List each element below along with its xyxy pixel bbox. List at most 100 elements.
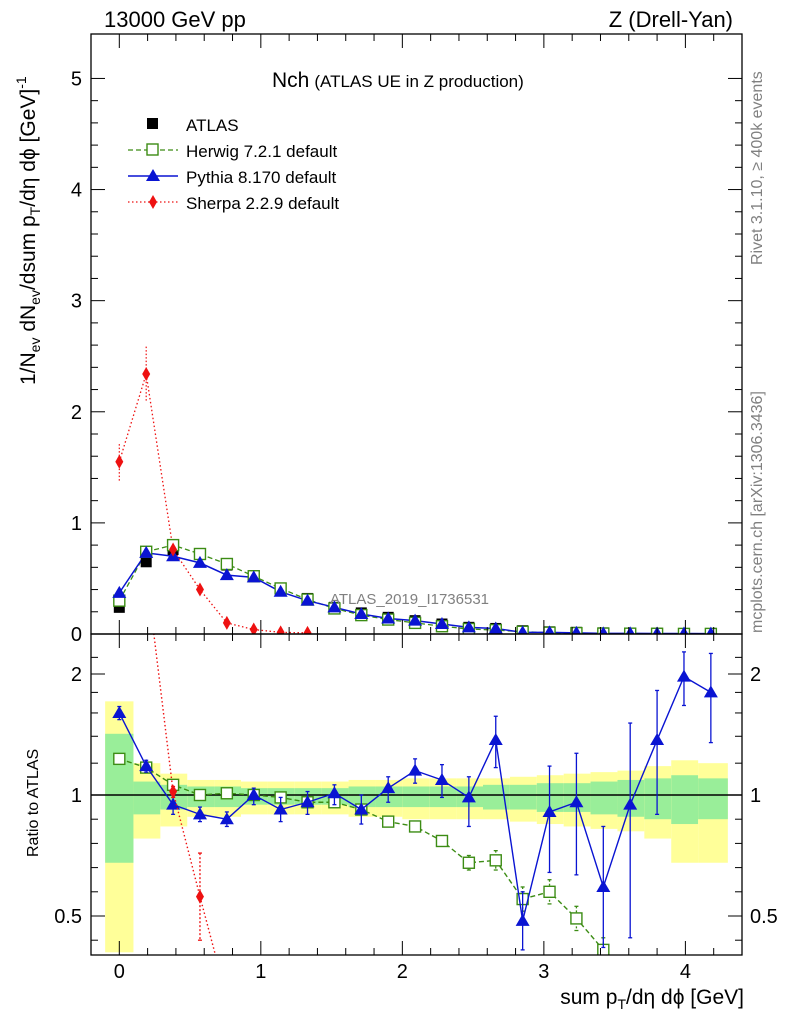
main-point-herwig: [220, 557, 234, 571]
ratio-point: [223, 991, 231, 1005]
ratio-point: [650, 733, 665, 746]
side-mcplots-text: mcplots.cern.ch [arXiv:1306.3436]: [749, 391, 766, 633]
main-point-pythia: [679, 626, 689, 634]
ratio-band-green: [698, 778, 728, 820]
ratio-point: [354, 802, 369, 815]
ratio-point: [542, 804, 557, 817]
ratio-point: [461, 790, 476, 803]
ratio-y-tick-label: 1: [71, 785, 82, 807]
ratio-band-green: [617, 779, 645, 817]
header-left: 13000 GeV pp: [104, 7, 246, 32]
ratio-point: [676, 669, 691, 682]
main-point-pythia: [219, 568, 234, 581]
plot-title: Nch (ATLAS UE in Z production): [272, 69, 524, 92]
ratio-point: [139, 759, 154, 772]
main-y-tick-label: 0: [71, 624, 82, 646]
main-point-pythia: [571, 625, 582, 634]
legend-marker-atlas: [147, 118, 158, 129]
ratio-point: [219, 812, 234, 825]
ratio-band-green: [348, 786, 376, 808]
x-tick-label: 2: [397, 961, 408, 983]
ratio-point: [220, 787, 234, 800]
main-point-pythia: [112, 585, 127, 598]
main-point-pythia: [488, 621, 503, 634]
ratio-y-tick-label: 0.5: [54, 906, 82, 928]
main-point-pythia: [192, 555, 207, 568]
ratio-y-tick-label-right: 1: [750, 785, 761, 807]
ratio-y-axis-label: Ratio to ATLAS: [25, 749, 42, 857]
ratio-point: [169, 784, 178, 799]
legend-marker-pythia: [146, 169, 160, 181]
legend-marker-sherpa: [149, 195, 157, 209]
ratio-point: [246, 788, 261, 800]
ratio-point: [112, 705, 127, 718]
main-point-pythia: [381, 611, 396, 624]
ratio-point: [273, 802, 288, 815]
main-point-sherpa: [169, 542, 178, 557]
ratio-band-green: [133, 781, 161, 815]
x-tick-label: 3: [538, 961, 549, 983]
header-right: Z (Drell-Yan): [609, 7, 733, 32]
main-y-tick-label: 1: [71, 513, 82, 535]
ratio-point: [193, 788, 207, 802]
legend-label-herwig: Herwig 7.2.1 default: [186, 142, 337, 161]
legend-label-sherpa: Sherpa 2.2.9 default: [186, 194, 339, 213]
ratio-uncertainty-bands: [105, 701, 728, 953]
main-point-sherpa: [303, 625, 312, 634]
ratio-point: [435, 834, 449, 848]
ratio-point: [488, 733, 503, 746]
main-point-atlas: [140, 556, 152, 568]
main-y-axis-label: 1/Nev dNev/dsum pT/dη dϕ [GeV]-1: [13, 76, 43, 385]
ratio-point: [570, 912, 583, 925]
ratio-point: [569, 795, 584, 808]
x-tick-label: 1: [255, 961, 266, 983]
main-point-pythia: [139, 545, 154, 558]
ratio-band-green: [644, 778, 672, 820]
x-tick-label: 4: [680, 961, 691, 983]
main-point-atlas: [113, 601, 125, 613]
ratio-band-green: [671, 775, 699, 825]
main-point-pythia: [327, 600, 342, 613]
ratio-point: [623, 797, 638, 810]
main-point-pythia: [598, 626, 608, 634]
ratio-band-green: [509, 784, 537, 810]
main-point-pythia: [246, 570, 261, 583]
main-point-pythia: [434, 617, 449, 629]
ratio-point: [596, 879, 611, 892]
main-point-pythia: [517, 625, 528, 634]
side-rivet-text: Rivet 3.1.10, ≥ 400k events: [749, 71, 766, 265]
ratio-series-group: [112, 634, 718, 1005]
main-point-sherpa: [222, 615, 231, 630]
watermark-analysis: ATLAS_2019_I1736531: [330, 591, 489, 608]
main-point-pythia: [273, 584, 288, 597]
main-point-pythia: [625, 626, 635, 634]
main-point-sherpa: [142, 367, 151, 381]
ratio-point: [300, 795, 315, 808]
ratio-point: [434, 772, 449, 785]
main-point-pythia: [354, 607, 369, 619]
ratio-band-green: [590, 781, 618, 815]
main-point-pythia: [706, 626, 716, 634]
main-point-pythia: [300, 593, 315, 606]
x-tick-label: 0: [114, 961, 125, 983]
main-point-pythia: [544, 625, 555, 634]
legend-marker-herwig: [146, 143, 159, 156]
ratio-point: [381, 815, 395, 828]
ratio-point: [195, 889, 204, 904]
ratio-point: [408, 763, 423, 776]
ratio-point: [327, 786, 342, 799]
ratio-point: [381, 781, 396, 794]
main-series-line: [118, 373, 308, 634]
ratio-point: [166, 797, 181, 810]
main-y-tick-label: 3: [71, 291, 82, 313]
main-y-tick-label: 5: [71, 68, 82, 90]
plot-title-main: Nch: [272, 69, 309, 92]
main-series-group: [112, 345, 718, 634]
legend-label-pythia: Pythia 8.170 default: [186, 168, 337, 187]
main-point-sherpa: [249, 622, 258, 634]
ratio-point: [113, 752, 126, 766]
axis-ticks: 0 1 2 3 4 5 0 1 2 3 4 0.5 0.5 1 1 2 2: [54, 34, 778, 983]
ratio-point: [192, 807, 207, 820]
main-point-sherpa: [115, 454, 124, 469]
